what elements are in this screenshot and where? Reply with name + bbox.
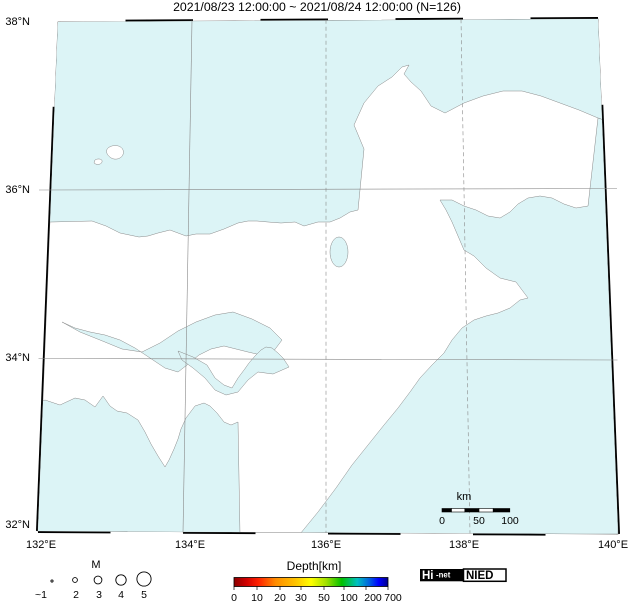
svg-text:38°N: 38°N bbox=[5, 16, 30, 28]
svg-text:3: 3 bbox=[96, 589, 102, 601]
svg-text:2021/08/23 12:00:00 ~ 2021/08/: 2021/08/23 12:00:00 ~ 2021/08/24 12:00:0… bbox=[173, 0, 461, 14]
svg-text:34°N: 34°N bbox=[5, 352, 30, 364]
svg-text:36°N: 36°N bbox=[5, 184, 30, 196]
svg-text:138°E: 138°E bbox=[449, 539, 479, 551]
svg-text:2: 2 bbox=[73, 589, 79, 601]
svg-text:Depth[km]: Depth[km] bbox=[287, 559, 342, 573]
svg-text:132°E: 132°E bbox=[26, 539, 56, 551]
svg-text:-net: -net bbox=[436, 571, 451, 580]
svg-text:136°E: 136°E bbox=[311, 539, 341, 551]
svg-text:100: 100 bbox=[501, 515, 519, 527]
svg-text:50: 50 bbox=[318, 592, 330, 604]
svg-text:32°N: 32°N bbox=[5, 519, 30, 531]
svg-text:100: 100 bbox=[340, 592, 358, 604]
svg-text:20: 20 bbox=[274, 592, 286, 604]
svg-text:~1: ~1 bbox=[35, 589, 47, 601]
svg-text:10: 10 bbox=[251, 592, 263, 604]
svg-text:0: 0 bbox=[231, 592, 237, 604]
svg-text:200: 200 bbox=[364, 592, 382, 604]
svg-text:km: km bbox=[457, 491, 472, 503]
svg-text:4: 4 bbox=[118, 589, 124, 601]
svg-text:NIED: NIED bbox=[466, 570, 493, 582]
svg-text:5: 5 bbox=[141, 589, 147, 601]
svg-text:134°E: 134°E bbox=[175, 539, 205, 551]
svg-text:0: 0 bbox=[439, 515, 445, 527]
svg-text:140°E: 140°E bbox=[598, 539, 628, 551]
svg-text:30: 30 bbox=[295, 592, 307, 604]
svg-text:Hi: Hi bbox=[422, 570, 434, 582]
svg-text:50: 50 bbox=[473, 515, 485, 527]
svg-text:700: 700 bbox=[384, 592, 402, 604]
svg-text:M: M bbox=[91, 559, 100, 571]
